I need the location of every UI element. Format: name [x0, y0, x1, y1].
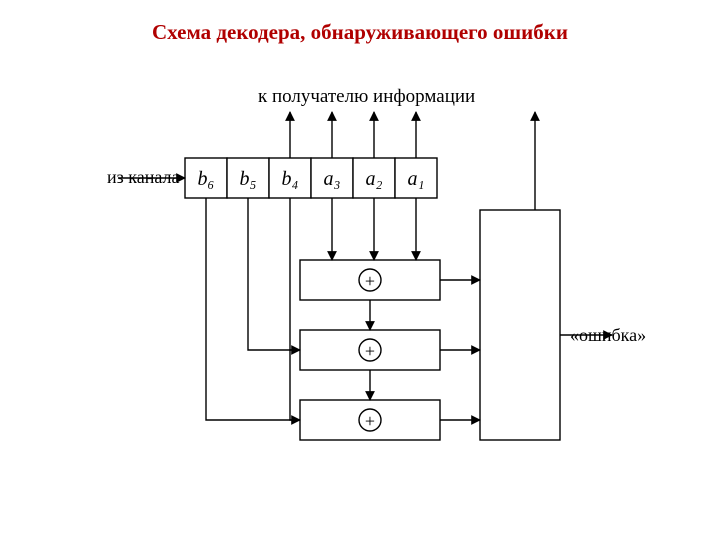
logic-block: [480, 210, 560, 440]
cell-b6: b₆: [198, 168, 215, 190]
plus-icon: +: [365, 341, 375, 361]
output-arrows: [290, 112, 416, 158]
cell-a1: a₁: [408, 168, 425, 190]
cell-b4: b₄: [282, 168, 299, 190]
plus-icon: +: [365, 411, 375, 431]
cell-a3: a₃: [324, 168, 341, 190]
plus-icon: +: [365, 271, 375, 291]
cell-a2: a₂: [366, 168, 383, 190]
input-register: [185, 158, 437, 198]
register-taps: [206, 198, 416, 420]
decoder-diagram: b₆ b₅ b₄ a₃ a₂ a₁ + + +: [0, 0, 720, 540]
cell-b5: b₅: [240, 168, 257, 190]
adder-outputs: [440, 280, 480, 420]
